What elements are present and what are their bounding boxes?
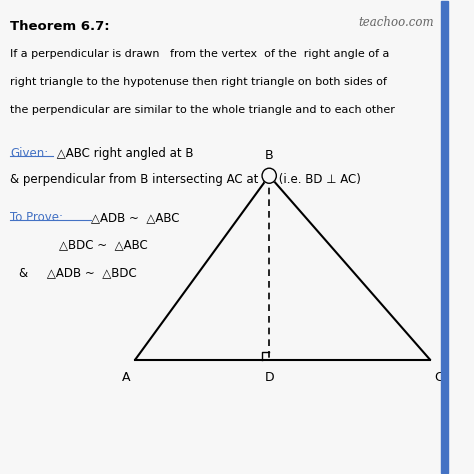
Text: & perpendicular from B intersecting AC at D. (i.e. BD ⊥ AC): & perpendicular from B intersecting AC a… [10,173,361,186]
Text: B: B [265,149,273,162]
Text: C: C [435,371,443,384]
Text: Given:: Given: [10,147,48,161]
Text: A: A [122,371,131,384]
Circle shape [262,168,276,183]
Bar [441,1,448,473]
Text: △ADB ~  △ABC: △ADB ~ △ABC [91,211,179,224]
Text: right triangle to the hypotenuse then right triangle on both sides of: right triangle to the hypotenuse then ri… [10,77,387,87]
Text: the perpendicular are similar to the whole triangle and to each other: the perpendicular are similar to the who… [10,105,395,115]
Text: D: D [264,371,274,384]
Text: &     △ADB ~  △BDC: & △ADB ~ △BDC [19,267,137,280]
Text: To Prove:: To Prove: [10,211,64,224]
Text: Theorem 6.7:: Theorem 6.7: [10,20,110,33]
Text: △ABC right angled at B: △ABC right angled at B [53,147,193,161]
Text: △BDC ~  △ABC: △BDC ~ △ABC [59,238,148,251]
Text: If a perpendicular is drawn   from the vertex  of the  right angle of a: If a perpendicular is drawn from the ver… [10,48,390,58]
Text: teachoo.com: teachoo.com [359,16,434,28]
